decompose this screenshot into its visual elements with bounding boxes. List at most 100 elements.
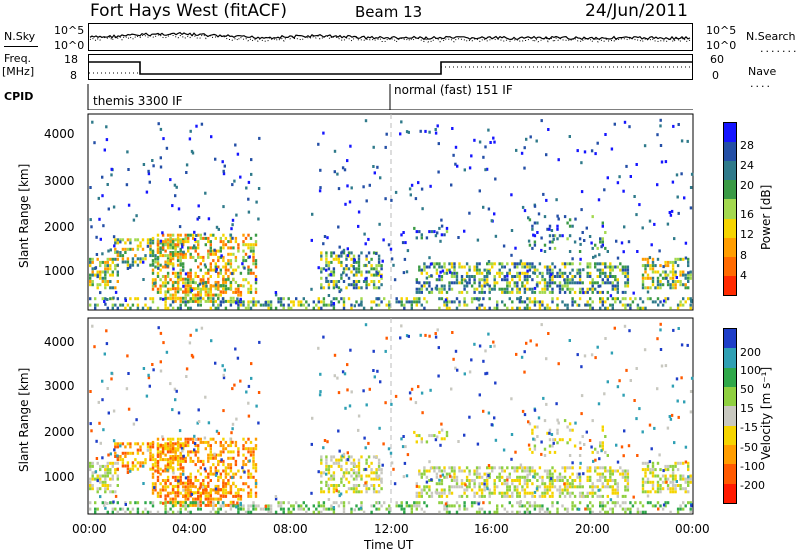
velocity-cell	[111, 477, 114, 481]
power-cell	[219, 240, 222, 244]
power-cell	[583, 239, 586, 242]
velocity-cell	[478, 488, 481, 492]
velocity-cell	[325, 507, 328, 511]
power-cell	[548, 227, 551, 231]
velocity-cell	[310, 491, 313, 495]
power-cell	[453, 265, 456, 269]
power-cell	[375, 273, 378, 277]
power-cell	[193, 230, 196, 234]
velocity-cell	[219, 488, 222, 492]
power-cell	[353, 304, 356, 308]
velocity-cell	[171, 447, 175, 451]
power-cell	[463, 303, 466, 307]
velocity-cell	[156, 491, 160, 495]
power-cell	[468, 278, 471, 282]
power-cell	[96, 270, 99, 274]
power-cell	[604, 246, 607, 250]
power-cell	[606, 250, 609, 253]
velocity-cell	[551, 472, 554, 476]
power-cell	[214, 269, 218, 273]
velocity-cell	[219, 453, 222, 457]
velocity-cell	[342, 471, 346, 475]
power-cell	[551, 281, 554, 285]
power-cell	[229, 296, 233, 300]
power-cell	[335, 283, 338, 287]
velocity-cell	[222, 450, 225, 454]
power-cell	[475, 262, 479, 266]
velocity-cell	[671, 464, 675, 468]
power-cell	[212, 300, 215, 304]
power-cell	[508, 271, 511, 275]
power-cell	[215, 225, 219, 229]
velocity-cell	[436, 328, 439, 332]
power-cell	[450, 271, 454, 275]
power-cell	[683, 196, 686, 200]
velocity-cell	[254, 469, 258, 473]
velocity-cell	[264, 504, 267, 508]
power-cell	[182, 250, 185, 254]
velocity-cell	[156, 451, 160, 455]
velocity-cell	[586, 507, 589, 511]
velocity-cell	[174, 503, 177, 507]
velocity-cell	[184, 507, 187, 511]
power-cell	[643, 144, 647, 148]
velocity-cell	[546, 507, 549, 511]
power-cell	[174, 194, 177, 198]
velocity-cell	[621, 475, 625, 479]
velocity-cell	[400, 507, 403, 511]
velocity-cell	[359, 506, 363, 510]
power-cell	[166, 306, 170, 310]
power-cell	[189, 284, 192, 288]
velocity-cell	[430, 478, 433, 482]
power-cell	[247, 246, 250, 250]
velocity-cell	[136, 510, 140, 514]
velocity-cell	[576, 485, 579, 489]
velocity-cell	[106, 510, 109, 514]
velocity-cell	[169, 456, 172, 460]
velocity-cell	[339, 492, 343, 496]
power-cell	[623, 120, 627, 124]
velocity-cell	[676, 468, 680, 472]
power-cell	[674, 270, 677, 274]
velocity-cell	[487, 411, 491, 415]
velocity-cell	[592, 459, 595, 463]
velocity-cell	[192, 503, 195, 507]
power-cell	[269, 306, 273, 310]
velocity-cell	[533, 475, 537, 479]
power-cell	[192, 287, 195, 291]
power-cell	[486, 281, 489, 285]
power-cell	[399, 132, 402, 136]
velocity-cell	[151, 458, 155, 462]
power-cell	[207, 293, 210, 297]
velocity-cell	[237, 510, 240, 514]
power-cell	[689, 273, 692, 277]
velocity-cell	[538, 494, 542, 498]
velocity-cell	[244, 456, 248, 460]
power-cell	[166, 262, 170, 266]
velocity-cell	[455, 479, 459, 482]
power-cell	[537, 212, 541, 216]
power-cell	[609, 268, 612, 272]
velocity-cell	[553, 438, 557, 442]
velocity-cell	[599, 479, 602, 482]
power-cell	[531, 300, 534, 304]
power-cell	[591, 300, 594, 304]
power-cell	[107, 207, 110, 211]
power-cell	[325, 251, 328, 255]
power-cell	[498, 275, 501, 278]
power-cell	[172, 267, 175, 271]
power-cell	[345, 273, 348, 277]
power-cell	[493, 140, 496, 144]
velocity-cell	[521, 504, 524, 508]
velocity-cell	[214, 456, 217, 460]
power-cell	[332, 297, 336, 301]
velocity-cell	[653, 426, 656, 430]
power-cell	[542, 192, 545, 196]
velocity-cell	[116, 442, 119, 446]
velocity-cell	[478, 482, 481, 486]
power-cell	[448, 300, 451, 304]
velocity-cell	[372, 487, 376, 491]
power-cell	[578, 287, 582, 291]
power-cell	[300, 303, 303, 307]
velocity-cell	[311, 416, 314, 420]
